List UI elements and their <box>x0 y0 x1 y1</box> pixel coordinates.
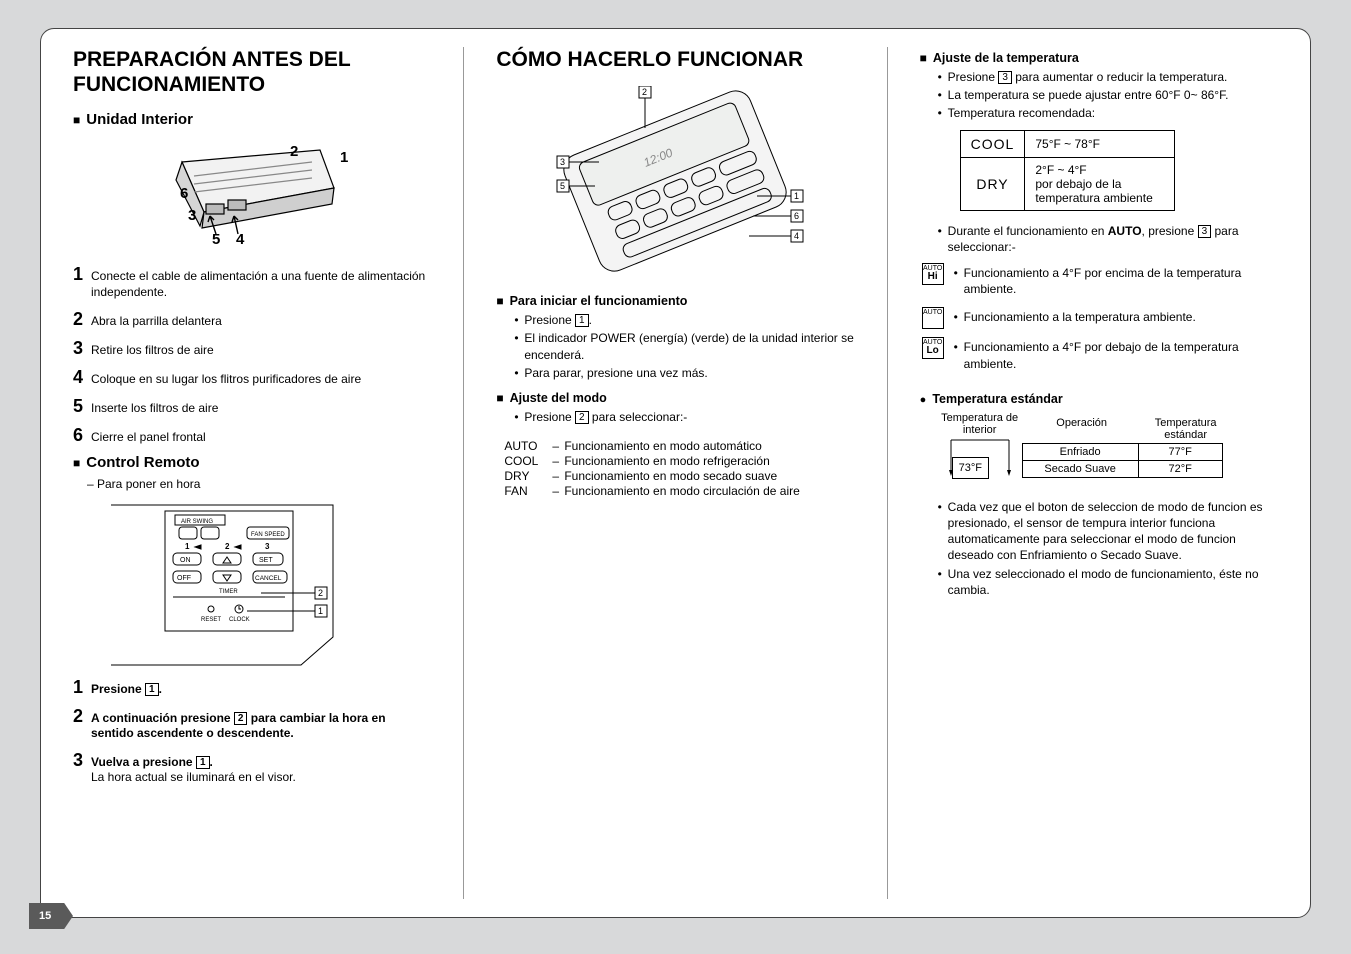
auto-lo-icon: AUTOLo <box>922 337 944 359</box>
clock-step: Vuelva a presione 1.La hora actual se il… <box>91 755 296 786</box>
standard-temp-table: Enfriado77°F Secado Suave72°F <box>1022 443 1223 478</box>
unit-label-3: 3 <box>188 207 196 224</box>
remote-heading: Control Remoto <box>73 454 431 471</box>
col1-title: PREPARACIÓN ANTES DEL FUNCIONAMIENTO <box>73 47 431 97</box>
remote-callout-2: 2 <box>318 588 323 598</box>
col2-title: CÓMO HACERLO FUNCIONAR <box>496 47 854 72</box>
svg-text:2: 2 <box>642 87 647 97</box>
temp-bullets: Presione 3 para aumentar o reducir la te… <box>938 69 1278 122</box>
temp-heading: Ajuste de la temperatura <box>920 51 1278 65</box>
temp-row-label: COOL <box>960 130 1025 157</box>
off-label: OFF <box>177 575 191 582</box>
indoor-unit-illustration: 1 2 3 4 5 6 <box>142 134 362 254</box>
std-note: Una vez seleccionado el modo de funciona… <box>938 566 1278 598</box>
column-2: CÓMO HACERLO FUNCIONAR 12:00 <box>463 47 886 899</box>
mode-val: Funcionamiento en modo refrigeración <box>564 454 769 468</box>
prep-step: Inserte los filtros de aire <box>91 401 218 417</box>
prep-step: Retire los filtros de aire <box>91 343 214 359</box>
auto-line: Durante el funcionamiento en AUTO, presi… <box>938 223 1278 255</box>
column-1: PREPARACIÓN ANTES DEL FUNCIONAMIENTO Uni… <box>41 47 463 899</box>
unit-label-1: 1 <box>340 149 348 166</box>
air-swing-label: AIR SWING <box>181 519 213 525</box>
svg-text:5: 5 <box>560 181 565 191</box>
mode-key: FAN <box>504 484 552 498</box>
svg-text:1: 1 <box>794 191 799 201</box>
mode-key: DRY <box>504 469 552 483</box>
unit-label-5: 5 <box>212 231 220 248</box>
mode-val: Funcionamiento en modo automático <box>564 439 761 453</box>
mode-val: Funcionamiento en modo secado suave <box>564 469 777 483</box>
start-bullet: El indicador POWER (energía) (verde) de … <box>514 330 854 362</box>
start-bullets: Presione 1. El indicador POWER (energía)… <box>514 312 854 381</box>
prep-steps-list: 1Conecte el cable de alimentación a una … <box>73 264 431 445</box>
reset-label: RESET <box>201 617 221 623</box>
std-notes: Cada vez que el boton de seleccion de mo… <box>938 499 1278 598</box>
mode-definitions: AUTO–Funcionamiento en modo automático C… <box>504 439 854 498</box>
page-number: 15 <box>29 903 73 929</box>
remote-main-illustration: 12:00 <box>525 86 825 276</box>
std-heading: Temperatura estándar <box>920 392 1278 406</box>
auto-row-text: Funcionamiento a 4°F por debajo de la te… <box>954 339 1278 371</box>
auto-row-text: Funcionamiento a la temperatura ambiente… <box>954 309 1196 325</box>
std-std-header: Temperatura estándar <box>1142 415 1230 443</box>
start-bullet: Para parar, presione una vez más. <box>514 365 854 381</box>
unit-label-4: 4 <box>236 231 245 248</box>
auto-options: AUTOHi Funcionamiento a 4°F por encima d… <box>920 263 1278 374</box>
temp-bullet: Temperatura recomendada: <box>938 105 1278 121</box>
manual-page: PREPARACIÓN ANTES DEL FUNCIONAMIENTO Uni… <box>40 28 1311 918</box>
mode-heading: Ajuste del modo <box>496 391 854 405</box>
prep-step: Coloque en su lugar los flitros purifica… <box>91 372 361 388</box>
mode-val: Funcionamiento en modo circulación de ai… <box>564 484 799 498</box>
svg-text:4: 4 <box>794 231 799 241</box>
prep-step: Conecte el cable de alimentación a una f… <box>91 269 431 300</box>
auto-mid-icon: AUTO <box>922 307 944 329</box>
mode-key: AUTO <box>504 439 552 453</box>
mode-bullet: Presione 2 para seleccionar:- <box>514 409 854 425</box>
on-label: ON <box>180 557 191 564</box>
remote-col-2: 2 <box>225 542 230 551</box>
std-op-header: Operación <box>1022 415 1142 443</box>
column-3: Ajuste de la temperatura Presione 3 para… <box>887 47 1310 899</box>
temp-bullet: Presione 3 para aumentar o reducir la te… <box>938 69 1278 85</box>
temp-bullet: La temperatura se puede ajustar entre 60… <box>938 87 1278 103</box>
remote-subheading: – Para poner en hora <box>87 477 431 491</box>
auto-hi-icon: AUTOHi <box>922 263 944 285</box>
mode-key: COOL <box>504 454 552 468</box>
svg-text:3: 3 <box>560 157 565 167</box>
std-val: 77°F <box>1138 443 1222 460</box>
timer-label: TIMER <box>219 589 238 595</box>
cancel-label: CANCEL <box>255 575 282 582</box>
clock-step: Presione 1. <box>91 682 162 698</box>
mode-bullet-list: Presione 2 para seleccionar:- <box>514 409 854 425</box>
fan-speed-label: FAN SPEED <box>251 532 285 538</box>
remote-col-1: 1 <box>185 542 190 551</box>
prep-step: Cierre el panel frontal <box>91 430 206 446</box>
start-heading: Para iniciar el funcionamiento <box>496 294 854 308</box>
auto-select-line: Durante el funcionamiento en AUTO, presi… <box>938 223 1278 255</box>
temp-row-value: 75°F ~ 78°F <box>1025 130 1175 157</box>
clock-steps-list: 1Presione 1. 2A continuación presione 2 … <box>73 677 431 786</box>
remote-col-3: 3 <box>265 542 270 551</box>
std-op: Secado Suave <box>1022 460 1138 477</box>
unit-label-2: 2 <box>290 143 298 160</box>
auto-row-text: Funcionamiento a 4°F por encima de la te… <box>954 265 1278 297</box>
std-interior-value: 73°F <box>952 457 989 479</box>
std-op: Enfriado <box>1022 443 1138 460</box>
svg-text:6: 6 <box>794 211 799 221</box>
clock-step: A continuación presione 2 para cambiar l… <box>91 711 431 742</box>
remote-callout-1: 1 <box>318 606 323 616</box>
remote-clock-illustration: AIR SWING FAN SPEED 1 2 3 ON SET OFF <box>101 497 371 667</box>
start-bullet: Presione 1. <box>514 312 854 328</box>
recommended-temp-table: COOL75°F ~ 78°F DRY2°F ~ 4°F por debajo … <box>960 130 1176 211</box>
temp-row-value: 2°F ~ 4°F por debajo de la temperatura a… <box>1025 157 1175 210</box>
std-val: 72°F <box>1138 460 1222 477</box>
unit-heading: Unidad Interior <box>73 111 431 128</box>
std-note: Cada vez que el boton de seleccion de mo… <box>938 499 1278 564</box>
set-label: SET <box>259 557 273 564</box>
prep-step: Abra la parrilla delantera <box>91 314 222 330</box>
clock-label: CLOCK <box>229 617 250 623</box>
unit-label-6: 6 <box>180 185 188 202</box>
temp-row-label: DRY <box>960 157 1025 210</box>
std-interior-header: Temperatura de interior <box>938 412 1022 436</box>
